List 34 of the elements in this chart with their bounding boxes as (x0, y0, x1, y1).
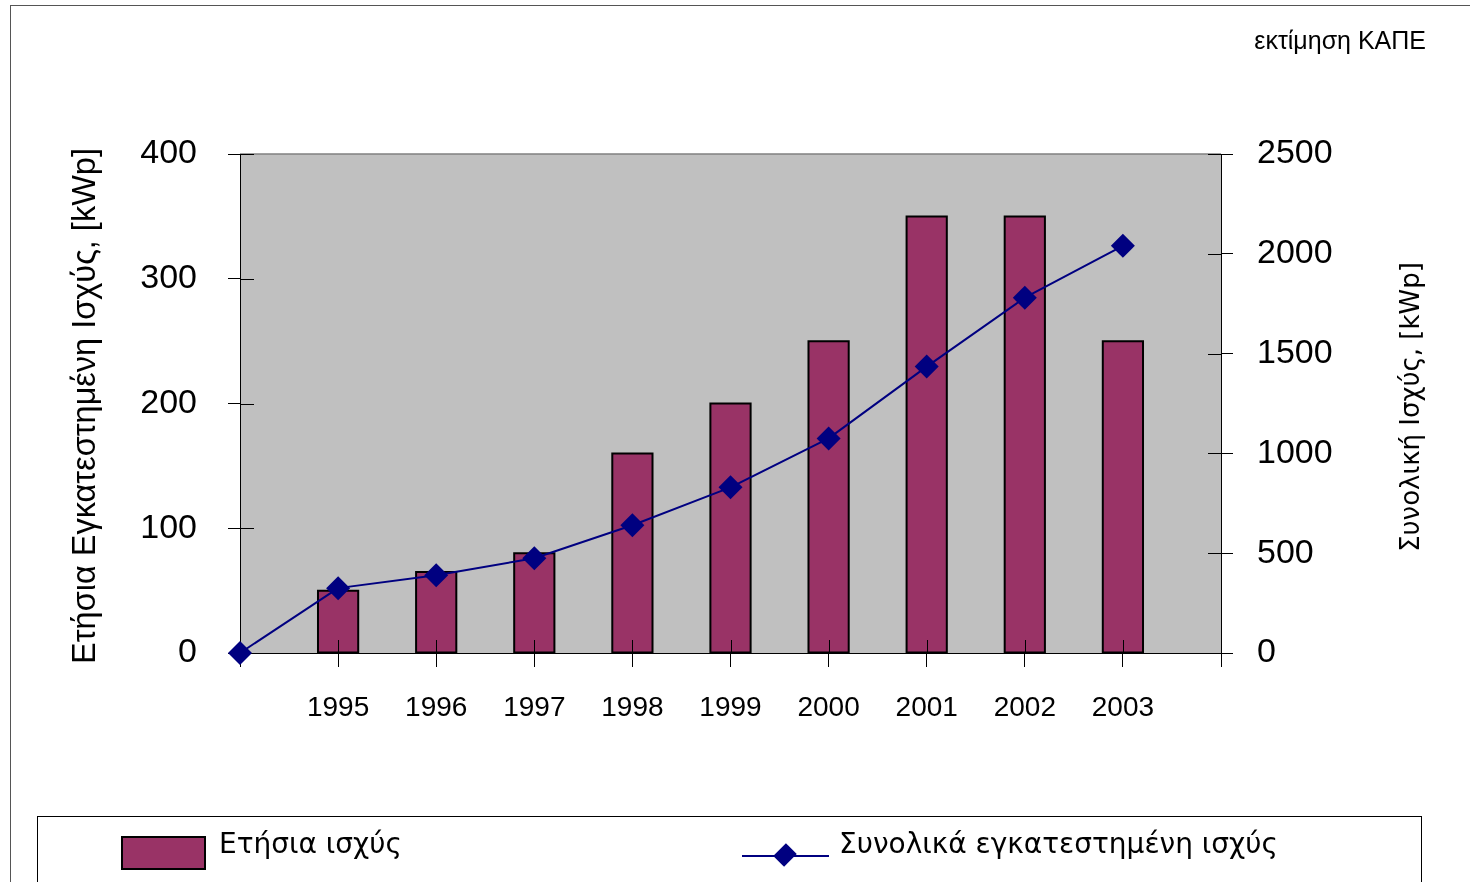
y-tick-label: 200 (140, 381, 197, 420)
point (424, 563, 449, 588)
x-tick-label: 2001 (895, 690, 958, 722)
x-tick-label: 1999 (699, 690, 762, 722)
x-tick-label: 2003 (1091, 690, 1155, 722)
x-tick-label: 1995 (306, 690, 370, 722)
y-tick-label: 400 (140, 132, 197, 171)
point (522, 546, 547, 571)
y2-tick-label: 500 (1257, 531, 1314, 570)
y2-tick-label: 2500 (1257, 132, 1333, 171)
point (620, 513, 645, 538)
point (326, 576, 351, 601)
y2-tick-label: 1000 (1257, 431, 1333, 470)
point (1012, 285, 1037, 310)
text: εκτίμηση ΚΑΠΕ (1254, 26, 1426, 55)
x-tick-label: 2000 (797, 690, 860, 722)
y2-axis-title: Συνολική Ισχύς, [kWp] (1395, 262, 1425, 552)
y2-tick-label: 1500 (1257, 331, 1333, 370)
x-tick-label: 2002 (993, 690, 1056, 722)
x-tick-label: 1998 (601, 690, 664, 722)
y2-tick-label: 2000 (1257, 232, 1333, 271)
legend-label: Συνολικά εγκατεστημένη ισχύς (839, 826, 1278, 860)
y2-tick-label: 0 (1257, 631, 1276, 670)
x-tick-label: 1996 (405, 690, 468, 722)
y-tick-label: 0 (178, 631, 197, 670)
y-tick-label: 100 (140, 506, 197, 545)
point (914, 354, 939, 379)
point (718, 475, 743, 500)
point (1110, 233, 1135, 258)
y-tick-label: 300 (140, 257, 197, 296)
point (816, 426, 841, 451)
legend-label: Ετήσια ισχύς (219, 826, 402, 860)
x-tick-label: 1997 (503, 690, 566, 722)
y-axis-title: Ετήσια Εγκατεστημένη Ισχύς, [kWp] (65, 148, 103, 664)
